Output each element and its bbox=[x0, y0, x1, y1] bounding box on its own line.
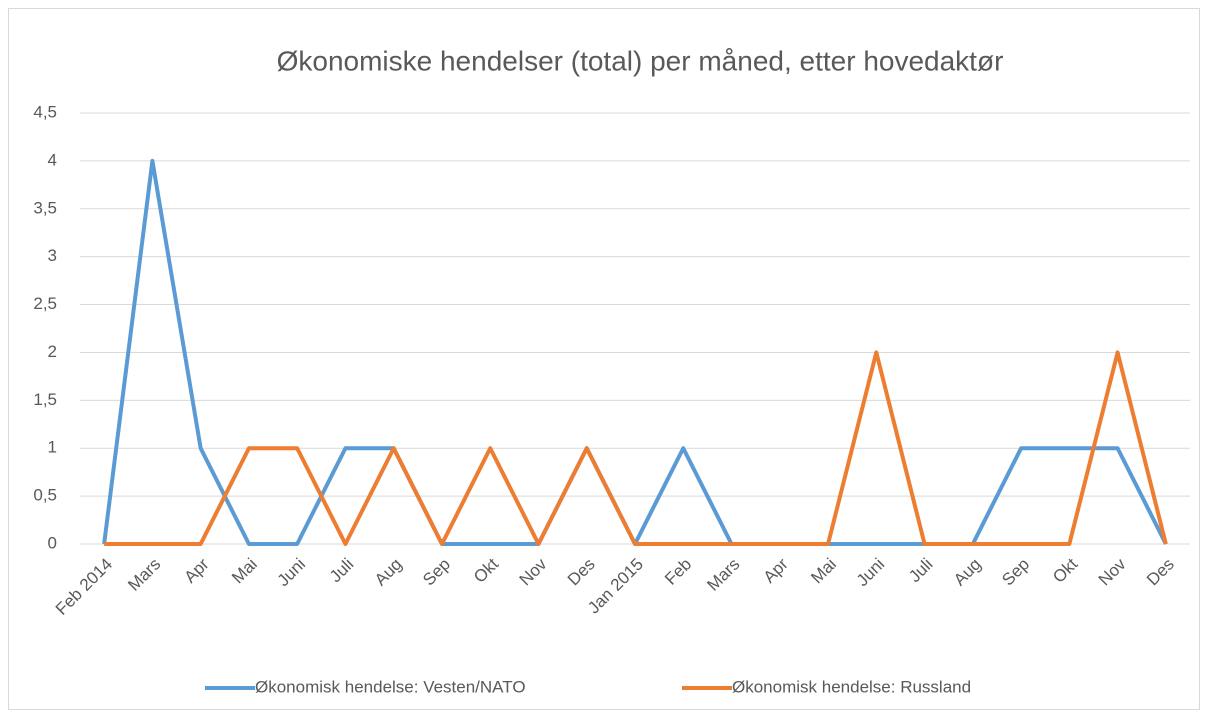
y-tick-label: 4 bbox=[48, 150, 57, 169]
series-line bbox=[104, 350, 1168, 546]
y-tick-label: 3 bbox=[48, 246, 57, 265]
y-tick-label: 1 bbox=[48, 438, 57, 457]
y-tick-label: 3,5 bbox=[33, 198, 57, 217]
legend-label: Økonomisk hendelse: Vesten/NATO bbox=[255, 677, 526, 696]
y-tick-label: 0,5 bbox=[33, 486, 57, 505]
chart-title: Økonomiske hendelser (total) per måned, … bbox=[277, 45, 1004, 76]
legend-label: Økonomisk hendelse: Russland bbox=[732, 677, 971, 696]
y-tick-label: 4,5 bbox=[33, 102, 57, 121]
y-tick-label: 0 bbox=[48, 533, 57, 552]
y-tick-label: 2 bbox=[48, 342, 57, 361]
y-tick-label: 2,5 bbox=[33, 294, 57, 313]
y-tick-label: 1,5 bbox=[33, 390, 57, 409]
chart-frame bbox=[8, 8, 1200, 710]
